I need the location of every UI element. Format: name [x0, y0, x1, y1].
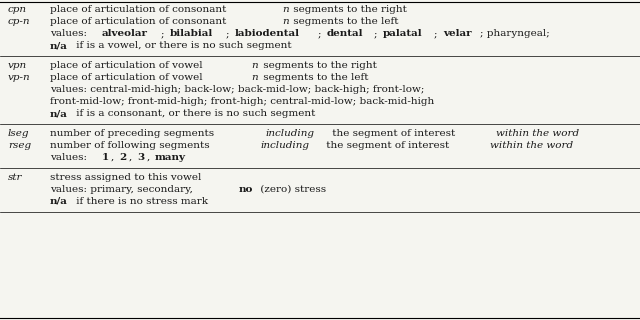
Text: n: n	[282, 5, 289, 14]
Text: ;: ;	[161, 29, 168, 38]
Text: if is a vowel, or there is no such segment: if is a vowel, or there is no such segme…	[73, 41, 292, 50]
Text: 3: 3	[138, 153, 145, 162]
Text: ,: ,	[129, 153, 136, 162]
Text: the segment of interest: the segment of interest	[323, 141, 453, 150]
Text: n/a: n/a	[50, 197, 68, 206]
Text: ;: ;	[226, 29, 232, 38]
Text: ;: ;	[374, 29, 381, 38]
Text: ;: ;	[318, 29, 325, 38]
Text: ,: ,	[111, 153, 118, 162]
Text: alveolar: alveolar	[102, 29, 148, 38]
Text: values:: values:	[50, 153, 90, 162]
Text: n: n	[282, 17, 289, 26]
Text: dental: dental	[327, 29, 364, 38]
Text: number of following segments: number of following segments	[50, 141, 213, 150]
Text: place of articulation of vowel: place of articulation of vowel	[50, 61, 206, 70]
Text: values: primary, secondary,: values: primary, secondary,	[50, 185, 196, 194]
Text: n: n	[251, 61, 258, 70]
Text: many: many	[155, 153, 186, 162]
Text: n/a: n/a	[50, 41, 68, 50]
Text: place of articulation of consonant: place of articulation of consonant	[50, 17, 230, 26]
Text: within the word: within the word	[490, 141, 573, 150]
Text: rseg: rseg	[8, 141, 31, 150]
Text: ;: ;	[434, 29, 441, 38]
Text: values:: values:	[50, 29, 90, 38]
Text: if is a consonant, or there is no such segment: if is a consonant, or there is no such s…	[73, 109, 316, 118]
Text: place of articulation of consonant: place of articulation of consonant	[50, 5, 230, 14]
Text: velar: velar	[443, 29, 472, 38]
Text: labiodental: labiodental	[234, 29, 300, 38]
Text: if there is no stress mark: if there is no stress mark	[73, 197, 208, 206]
Text: palatal: palatal	[383, 29, 422, 38]
Text: no: no	[239, 185, 253, 194]
Text: cpn: cpn	[8, 5, 27, 14]
Text: cp-n: cp-n	[8, 17, 31, 26]
Text: place of articulation of vowel: place of articulation of vowel	[50, 73, 206, 82]
Text: segments to the right: segments to the right	[260, 61, 376, 70]
Text: including: including	[260, 141, 309, 150]
Text: front-mid-low; front-mid-high; front-high; central-mid-low; back-mid-high: front-mid-low; front-mid-high; front-hig…	[50, 97, 435, 106]
Text: 2: 2	[120, 153, 127, 162]
Text: segments to the right: segments to the right	[291, 5, 407, 14]
Text: n: n	[251, 73, 258, 82]
Text: vp-n: vp-n	[8, 73, 31, 82]
Text: str: str	[8, 173, 22, 182]
Text: stress assigned to this vowel: stress assigned to this vowel	[50, 173, 202, 182]
Text: 1: 1	[102, 153, 109, 162]
Text: ,: ,	[147, 153, 153, 162]
Text: lseg: lseg	[8, 129, 29, 138]
Text: including: including	[266, 129, 315, 138]
Text: the segment of interest: the segment of interest	[329, 129, 459, 138]
Text: number of preceding segments: number of preceding segments	[50, 129, 218, 138]
Text: within the word: within the word	[496, 129, 579, 138]
Text: bilabial: bilabial	[170, 29, 213, 38]
Text: values: central-mid-high; back-low; back-mid-low; back-high; front-low;: values: central-mid-high; back-low; back…	[50, 85, 424, 94]
Text: vpn: vpn	[8, 61, 27, 70]
Text: ; pharyngeal;: ; pharyngeal;	[479, 29, 549, 38]
Text: (zero) stress: (zero) stress	[257, 185, 326, 194]
Text: n/a: n/a	[50, 109, 68, 118]
Text: segments to the left: segments to the left	[291, 17, 399, 26]
Text: segments to the left: segments to the left	[260, 73, 368, 82]
